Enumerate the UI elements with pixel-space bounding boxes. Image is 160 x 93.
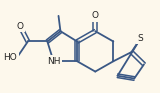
Text: HO: HO	[4, 53, 17, 62]
Text: O: O	[17, 22, 24, 31]
Text: S: S	[137, 34, 143, 43]
Text: O: O	[92, 11, 99, 20]
Text: NH: NH	[47, 57, 60, 66]
